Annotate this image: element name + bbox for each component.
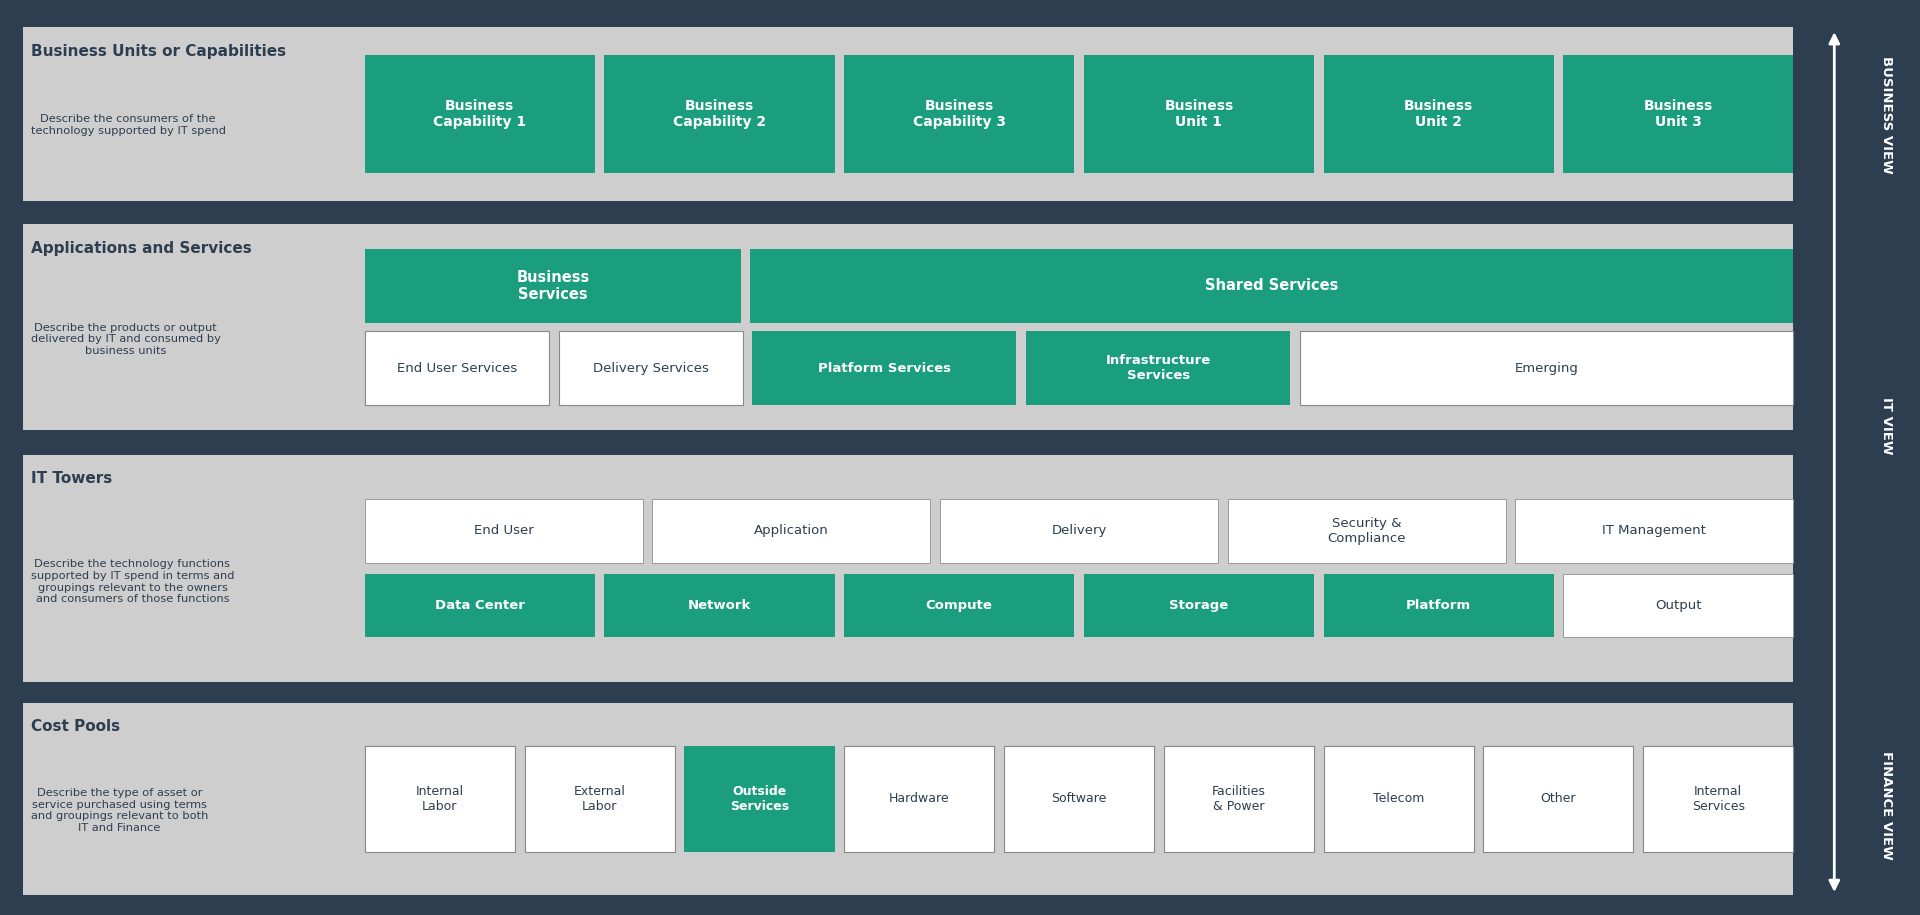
- Text: Platform Services: Platform Services: [818, 361, 950, 375]
- Text: Delivery: Delivery: [1052, 524, 1106, 537]
- Bar: [23, 703, 1793, 895]
- Text: Compute: Compute: [925, 599, 993, 612]
- Text: FINANCE VIEW: FINANCE VIEW: [1880, 751, 1893, 859]
- Bar: [1083, 574, 1313, 638]
- Text: Internal
Services: Internal Services: [1692, 785, 1745, 813]
- Bar: [605, 574, 835, 638]
- Text: IT VIEW: IT VIEW: [1880, 397, 1893, 454]
- Bar: [23, 27, 1793, 201]
- Bar: [559, 331, 743, 405]
- Text: Outside
Services: Outside Services: [730, 785, 789, 813]
- Bar: [1484, 746, 1634, 852]
- Text: Business
Capability 2: Business Capability 2: [672, 99, 766, 130]
- Bar: [1644, 746, 1793, 852]
- Text: Telecom: Telecom: [1373, 792, 1425, 805]
- Text: Storage: Storage: [1169, 599, 1229, 612]
- Bar: [365, 746, 515, 852]
- Bar: [365, 499, 643, 563]
- Bar: [365, 574, 595, 638]
- Text: IT Management: IT Management: [1603, 524, 1707, 537]
- Bar: [23, 224, 1793, 430]
- Text: Shared Services: Shared Services: [1206, 278, 1338, 294]
- Text: Infrastructure
Services: Infrastructure Services: [1106, 354, 1212, 382]
- Text: Facilities
& Power: Facilities & Power: [1212, 785, 1265, 813]
- Bar: [1083, 55, 1313, 174]
- Bar: [23, 455, 1793, 682]
- Bar: [605, 55, 835, 174]
- Text: Output: Output: [1655, 599, 1701, 612]
- Bar: [1227, 499, 1505, 563]
- Bar: [1563, 55, 1793, 174]
- Text: Hardware: Hardware: [889, 792, 950, 805]
- Text: Software: Software: [1052, 792, 1106, 805]
- Bar: [524, 746, 674, 852]
- Bar: [365, 55, 595, 174]
- Bar: [845, 574, 1075, 638]
- Text: IT Towers: IT Towers: [31, 471, 111, 486]
- Text: Business
Capability 1: Business Capability 1: [434, 99, 526, 130]
- Bar: [941, 499, 1217, 563]
- Bar: [1323, 746, 1475, 852]
- Text: Describe the consumers of the
technology supported by IT spend: Describe the consumers of the technology…: [31, 114, 227, 135]
- Bar: [753, 331, 1016, 405]
- Text: Internal
Labor: Internal Labor: [417, 785, 465, 813]
- Text: Platform: Platform: [1405, 599, 1471, 612]
- Bar: [1323, 574, 1553, 638]
- Bar: [1323, 55, 1553, 174]
- Text: Data Center: Data Center: [436, 599, 524, 612]
- Bar: [751, 249, 1793, 323]
- Text: Network: Network: [687, 599, 751, 612]
- Text: Describe the type of asset or
service purchased using terms
and groupings releva: Describe the type of asset or service pu…: [31, 788, 207, 833]
- Text: Applications and Services: Applications and Services: [31, 241, 252, 255]
- Text: End User: End User: [474, 524, 534, 537]
- Text: BUSINESS VIEW: BUSINESS VIEW: [1880, 56, 1893, 173]
- Text: Delivery Services: Delivery Services: [593, 361, 708, 375]
- Bar: [1300, 331, 1793, 405]
- Text: Other: Other: [1540, 792, 1576, 805]
- Text: Describe the technology functions
supported by IT spend in terms and
groupings r: Describe the technology functions suppor…: [31, 559, 234, 604]
- Bar: [365, 331, 549, 405]
- Text: End User Services: End User Services: [397, 361, 516, 375]
- Bar: [1164, 746, 1313, 852]
- Bar: [845, 55, 1075, 174]
- Bar: [1515, 499, 1793, 563]
- Bar: [1025, 331, 1290, 405]
- Text: Business
Unit 1: Business Unit 1: [1164, 99, 1233, 130]
- Text: Business Units or Capabilities: Business Units or Capabilities: [31, 44, 286, 59]
- Bar: [845, 746, 995, 852]
- Bar: [1004, 746, 1154, 852]
- Bar: [365, 249, 741, 323]
- Text: Security &
Compliance: Security & Compliance: [1327, 517, 1405, 544]
- Text: Cost Pools: Cost Pools: [31, 719, 119, 734]
- Text: Business
Unit 3: Business Unit 3: [1644, 99, 1713, 130]
- Text: Application: Application: [755, 524, 829, 537]
- Text: Business
Capability 3: Business Capability 3: [912, 99, 1006, 130]
- Bar: [1563, 574, 1793, 638]
- Text: Business
Services: Business Services: [516, 270, 589, 302]
- Bar: [684, 746, 835, 852]
- Text: Emerging: Emerging: [1515, 361, 1578, 375]
- Bar: [1801, 0, 1920, 915]
- Bar: [653, 499, 931, 563]
- Text: Describe the products or output
delivered by IT and consumed by
business units: Describe the products or output delivere…: [31, 323, 221, 356]
- Text: External
Labor: External Labor: [574, 785, 626, 813]
- Text: Business
Unit 2: Business Unit 2: [1404, 99, 1473, 130]
